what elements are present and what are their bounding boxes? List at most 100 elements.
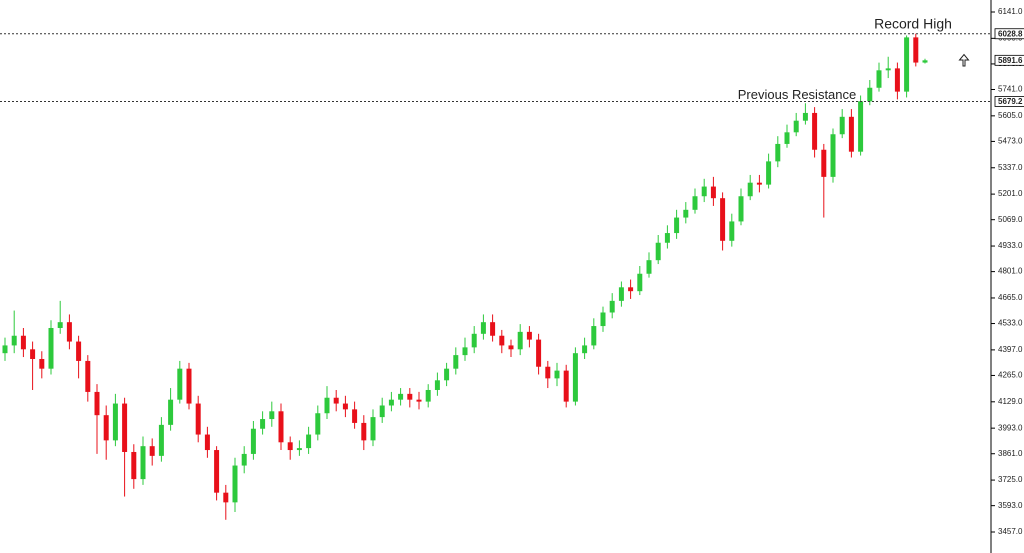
y-tick-label: 4533.0 <box>998 319 1023 328</box>
candle-body <box>39 358 45 369</box>
candle-body <box>370 417 376 441</box>
candle-body <box>140 446 146 480</box>
candle-body <box>766 161 772 185</box>
y-tick-label: 3593.0 <box>998 501 1023 510</box>
candle-body <box>342 403 348 410</box>
y-tick-label: 3725.0 <box>998 475 1023 484</box>
y-tick-label: 5069.0 <box>998 215 1023 224</box>
candle-body <box>609 300 615 313</box>
candle-body <box>802 112 808 121</box>
candle-body <box>572 353 578 402</box>
candle-body <box>655 242 661 261</box>
candle-body <box>517 331 523 350</box>
last-price-label: 5891.6 <box>998 56 1023 65</box>
candle-body <box>296 448 302 451</box>
candle-body <box>30 349 36 359</box>
candle-body <box>269 411 275 420</box>
level-label: 6028.8 <box>998 29 1023 38</box>
up-arrow-icon <box>958 53 970 67</box>
candle-body <box>729 221 735 241</box>
candle-body <box>158 424 164 456</box>
candle-body <box>830 134 836 177</box>
candle-body <box>278 411 284 443</box>
candle-body <box>545 366 551 379</box>
y-tick-label: 3457.0 <box>998 527 1023 536</box>
candle-body <box>20 335 26 350</box>
candle-body <box>471 333 477 348</box>
candle-body <box>526 331 532 340</box>
candle-body <box>646 260 652 274</box>
candle-body <box>710 186 716 199</box>
candle-body <box>241 453 247 466</box>
candle-body <box>591 326 597 346</box>
level-label-box <box>994 96 1024 107</box>
y-tick-label: 4665.0 <box>998 293 1023 302</box>
candle-body <box>434 380 440 390</box>
candle-body <box>260 419 266 429</box>
candle-body <box>628 287 634 292</box>
y-tick-label: 5337.0 <box>998 163 1023 172</box>
candle-body <box>858 101 864 152</box>
candle-body <box>333 397 339 404</box>
candle-body <box>407 393 413 400</box>
candle-body <box>324 397 330 414</box>
candle-body <box>885 68 891 71</box>
candle-body <box>720 198 726 241</box>
candle-body <box>904 37 910 92</box>
candle-body <box>618 287 624 301</box>
candle-body <box>204 434 210 451</box>
candle-body <box>664 233 670 243</box>
candle-body <box>536 339 542 367</box>
y-tick-label: 4933.0 <box>998 241 1023 250</box>
candle-body <box>287 442 293 451</box>
y-tick-label: 4801.0 <box>998 267 1023 276</box>
candle-body <box>76 341 82 361</box>
candle-body <box>379 405 385 418</box>
candle-body <box>250 428 256 454</box>
candle-body <box>775 143 781 162</box>
candle-body <box>232 465 238 503</box>
y-tick-label: 5741.0 <box>998 85 1023 94</box>
candle-body <box>453 355 459 369</box>
candle-body <box>57 322 63 328</box>
candle-body <box>867 87 873 102</box>
candle-body <box>186 368 192 404</box>
candle-body <box>149 446 155 456</box>
annotation: Record High <box>874 15 952 31</box>
candle-body <box>637 273 643 292</box>
candle-body <box>48 327 54 369</box>
candle-body <box>600 312 606 327</box>
candle-body <box>2 345 8 354</box>
candle-body <box>214 450 220 493</box>
candle-body <box>352 409 358 423</box>
candle-body <box>876 70 882 88</box>
candle-body <box>425 389 431 402</box>
candle-body <box>490 322 496 336</box>
candle-body <box>499 335 505 346</box>
y-tick-label: 3861.0 <box>998 449 1023 458</box>
candle-body <box>306 434 312 449</box>
candle-body <box>94 391 100 416</box>
candle-body <box>508 345 514 350</box>
candle-body <box>398 393 404 400</box>
candle-body <box>195 403 201 435</box>
candle-body <box>122 403 128 452</box>
candle-body <box>821 149 827 177</box>
y-tick-label: 4129.0 <box>998 397 1023 406</box>
candle-body <box>582 345 588 354</box>
last-price-box <box>994 54 1024 66</box>
candle-body <box>416 399 422 402</box>
candle-body <box>692 196 698 210</box>
candle-body <box>177 368 183 400</box>
level-label-box <box>994 28 1024 40</box>
candle-body <box>674 217 680 234</box>
candle-body <box>793 120 799 133</box>
candle-body <box>11 335 17 346</box>
y-tick-label: 5605.0 <box>998 111 1023 120</box>
candle-body <box>315 413 321 435</box>
candle-body <box>784 132 790 144</box>
candle-body <box>738 196 744 222</box>
y-tick-label: 4265.0 <box>998 371 1023 380</box>
